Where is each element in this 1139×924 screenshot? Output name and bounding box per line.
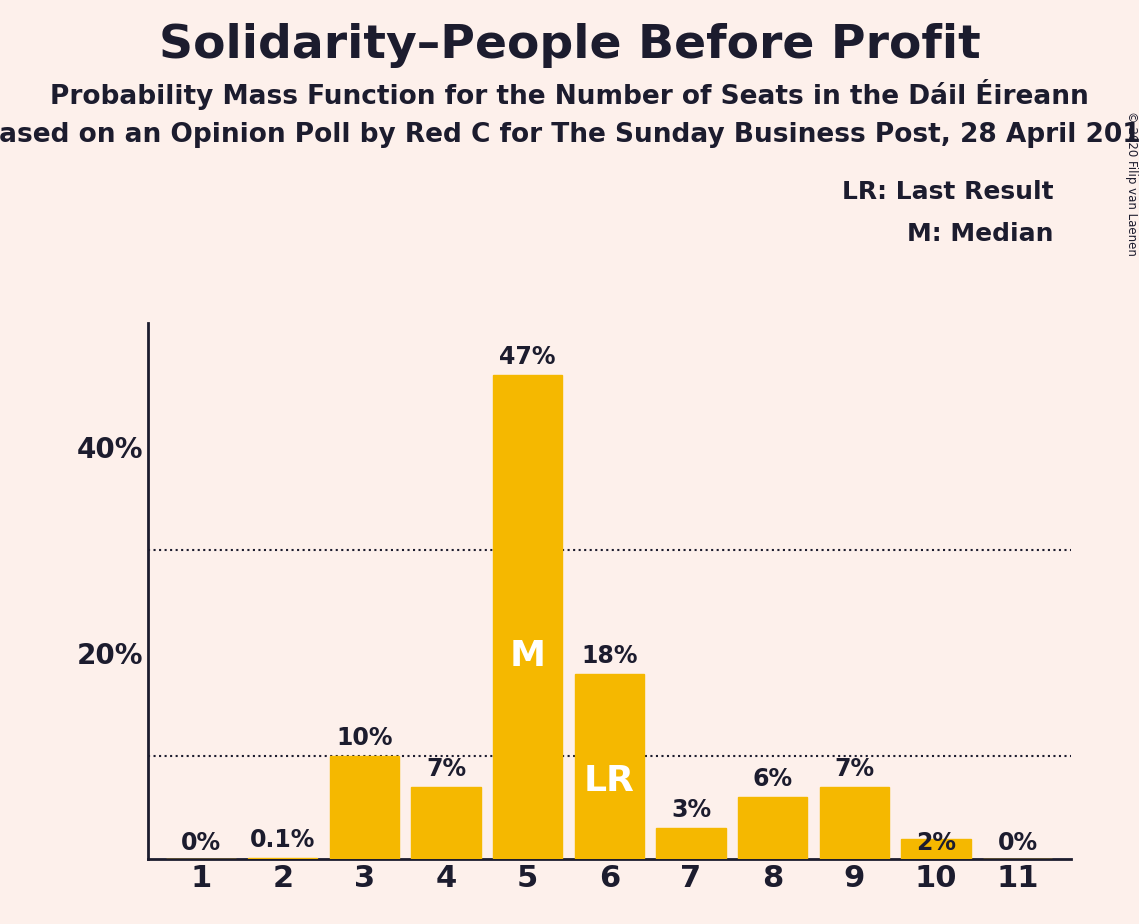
Bar	[493, 375, 563, 859]
Text: M: Median: M: Median	[907, 222, 1054, 246]
Bar	[738, 797, 808, 859]
Bar	[901, 839, 970, 859]
Bar	[656, 829, 726, 859]
Text: 10%: 10%	[336, 726, 393, 750]
Text: Probability Mass Function for the Number of Seats in the Dáil Éireann: Probability Mass Function for the Number…	[50, 79, 1089, 110]
Bar	[575, 674, 644, 859]
Text: 0%: 0%	[998, 832, 1038, 856]
Bar	[411, 787, 481, 859]
Text: 47%: 47%	[500, 345, 556, 369]
Text: 7%: 7%	[834, 757, 875, 781]
Text: LR: Last Result: LR: Last Result	[842, 180, 1054, 204]
Text: 7%: 7%	[426, 757, 466, 781]
Text: Solidarity–People Before Profit: Solidarity–People Before Profit	[158, 23, 981, 68]
Text: 3%: 3%	[671, 798, 711, 822]
Bar	[820, 787, 890, 859]
Text: 0.1%: 0.1%	[251, 828, 316, 852]
Text: M: M	[510, 638, 546, 673]
Text: Based on an Opinion Poll by Red C for The Sunday Business Post, 28 April 2017: Based on an Opinion Poll by Red C for Th…	[0, 122, 1139, 148]
Bar	[329, 756, 399, 859]
Text: 2%: 2%	[916, 832, 956, 856]
Text: 0%: 0%	[181, 832, 221, 856]
Text: © 2020 Filip van Laenen: © 2020 Filip van Laenen	[1124, 111, 1138, 256]
Text: 6%: 6%	[753, 767, 793, 791]
Text: LR: LR	[584, 764, 634, 798]
Text: 18%: 18%	[581, 644, 638, 668]
Bar	[248, 858, 318, 859]
